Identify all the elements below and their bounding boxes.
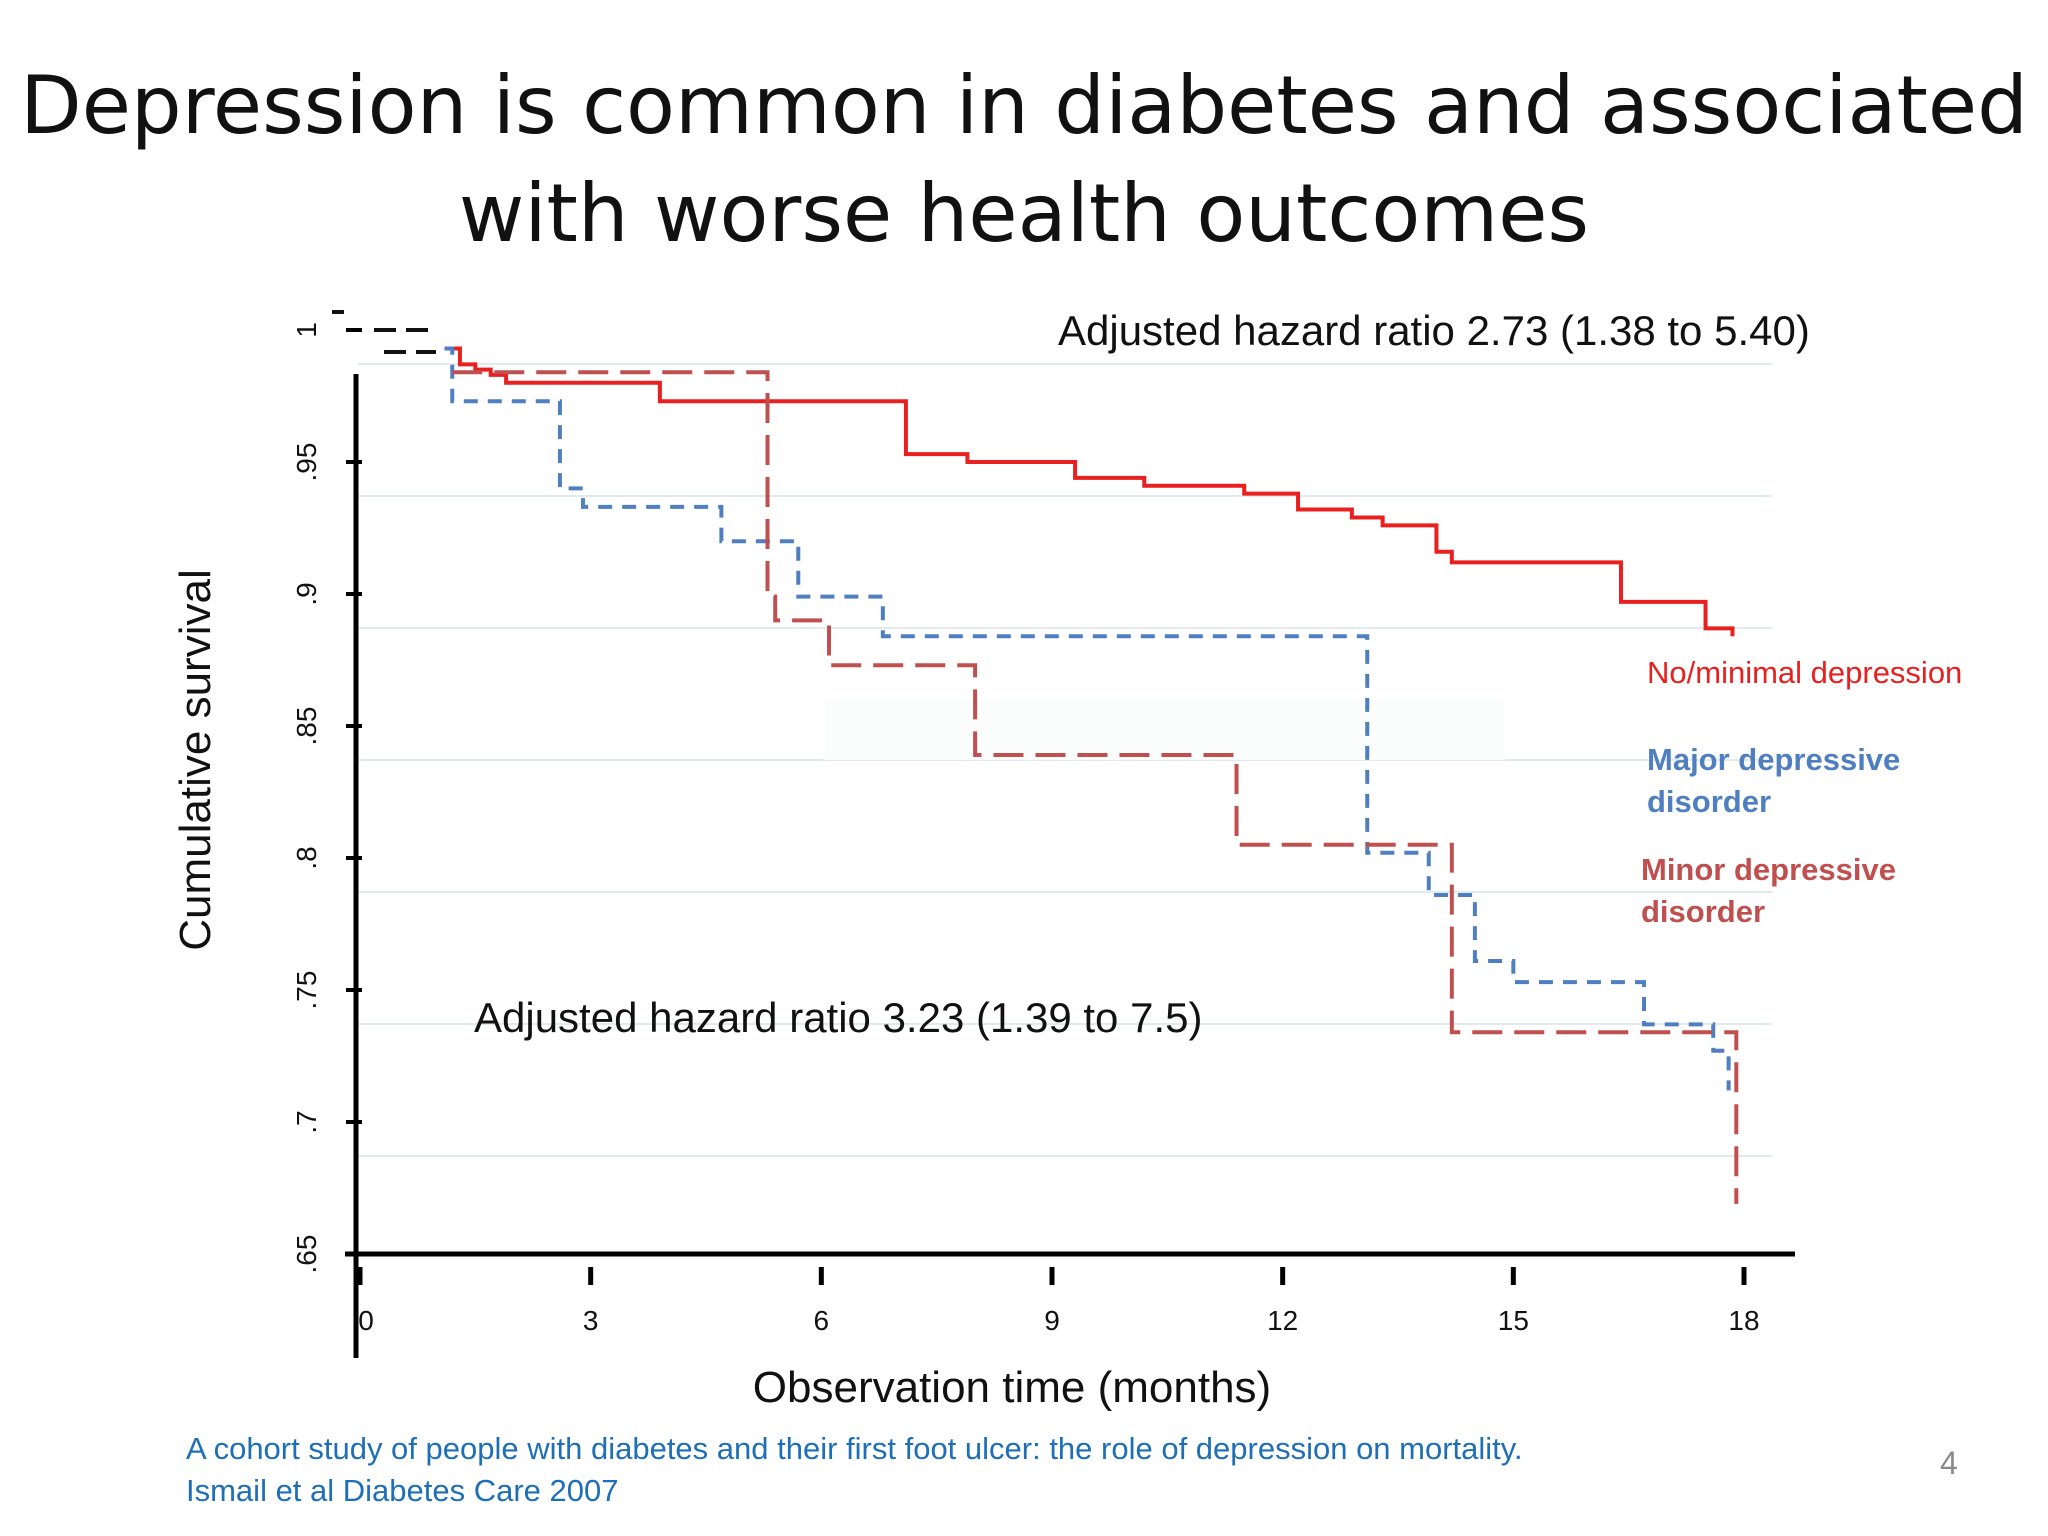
series-line-1	[444, 346, 1735, 637]
slide-title-line-2: with worse health outcomes	[458, 167, 1590, 260]
hazard-ratio-annotation: Adjusted hazard ratio 2.73 (1.38 to 5.40…	[1058, 307, 1810, 354]
hazard-ratio-annotation: Adjusted hazard ratio 3.23 (1.39 to 7.5)	[474, 994, 1202, 1041]
y-tick-label: .65	[291, 1235, 322, 1274]
y-tick-label: .9	[291, 582, 322, 605]
x-tick-label: 12	[1267, 1305, 1298, 1336]
x-tick-label: 9	[1044, 1305, 1060, 1336]
chart-decorations	[332, 310, 1505, 760]
y-tick-label: .8	[291, 846, 322, 869]
series-lines	[444, 346, 1739, 1204]
series-line-3	[452, 370, 1739, 1204]
citation: A cohort study of people with diabetes a…	[186, 1428, 1523, 1512]
x-tick-label: 0	[358, 1305, 374, 1336]
series-label: disorder	[1647, 784, 1771, 819]
y-axis-title: Cumulative survival	[171, 569, 220, 950]
x-tick-label: 15	[1498, 1305, 1529, 1336]
y-tick-label: .75	[291, 971, 322, 1010]
x-tick-label: 18	[1728, 1305, 1759, 1336]
citation-line-1: A cohort study of people with diabetes a…	[186, 1431, 1523, 1466]
series-line-2	[444, 346, 1731, 1091]
background-panel	[825, 700, 1505, 760]
series-label: disorder	[1641, 894, 1765, 929]
axes	[345, 328, 1795, 1358]
y-tick-label: .95	[291, 443, 322, 482]
slide-title: Depression is common in diabetes and ass…	[0, 52, 2048, 268]
page-number: 4	[1940, 1445, 1958, 1481]
series-label: No/minimal depression	[1647, 655, 1962, 690]
series-label: Major depressive	[1647, 742, 1900, 777]
y-tick-label: .7	[291, 1110, 322, 1133]
grid-lines	[358, 363, 1772, 1157]
chart-text: .65 .7 .75 .8 .85 .9 .95 1 0 3 6 9 12 15 18 Cumulative …	[171, 307, 1962, 1412]
x-tick-label: 6	[814, 1305, 830, 1336]
y-tick-label: 1	[291, 322, 322, 338]
slide-title-line-1: Depression is common in diabetes and ass…	[20, 59, 2028, 152]
series-label: Minor depressive	[1641, 852, 1896, 887]
y-tick-label: .85	[291, 707, 322, 746]
x-tick-label: 3	[583, 1305, 599, 1336]
x-axis-title: Observation time (months)	[753, 1363, 1271, 1412]
citation-line-2: Ismail et al Diabetes Care 2007	[186, 1473, 619, 1508]
